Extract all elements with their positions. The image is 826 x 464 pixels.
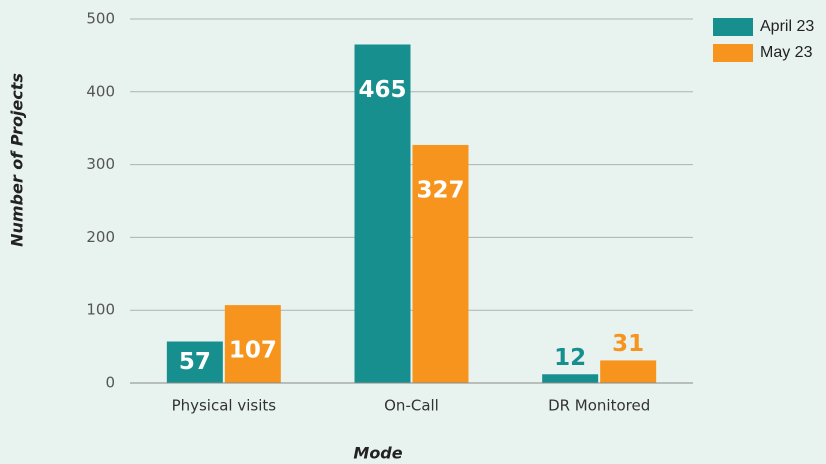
y-tick-label: 400 [86, 82, 115, 100]
bar [224, 305, 281, 383]
bar [542, 374, 599, 383]
y-tick-label: 100 [86, 301, 115, 319]
x-tick-label: Physical visits [172, 397, 277, 415]
x-axis-title: Mode [353, 444, 402, 463]
bar [600, 360, 657, 383]
data-label: 57 [179, 349, 211, 375]
y-axis-title: Number of Projects [8, 73, 27, 247]
y-tick-label: 0 [105, 374, 115, 392]
y-tick-label: 200 [86, 228, 115, 246]
legend-label: April 23 [760, 18, 814, 35]
legend-swatch [713, 18, 753, 36]
bar [354, 44, 411, 383]
data-label: 12 [554, 345, 586, 371]
legend-label: May 23 [760, 44, 813, 61]
data-label: 465 [358, 77, 406, 103]
legend-swatch [713, 44, 753, 62]
data-label: 31 [612, 331, 644, 357]
bar [412, 144, 469, 383]
data-label: 327 [416, 177, 464, 203]
x-tick-label: DR Monitored [548, 397, 650, 415]
x-tick-label: On-Call [384, 397, 439, 415]
data-label: 107 [229, 338, 277, 364]
bar [166, 341, 223, 383]
y-tick-label: 500 [86, 10, 115, 28]
y-tick-label: 300 [86, 155, 115, 173]
